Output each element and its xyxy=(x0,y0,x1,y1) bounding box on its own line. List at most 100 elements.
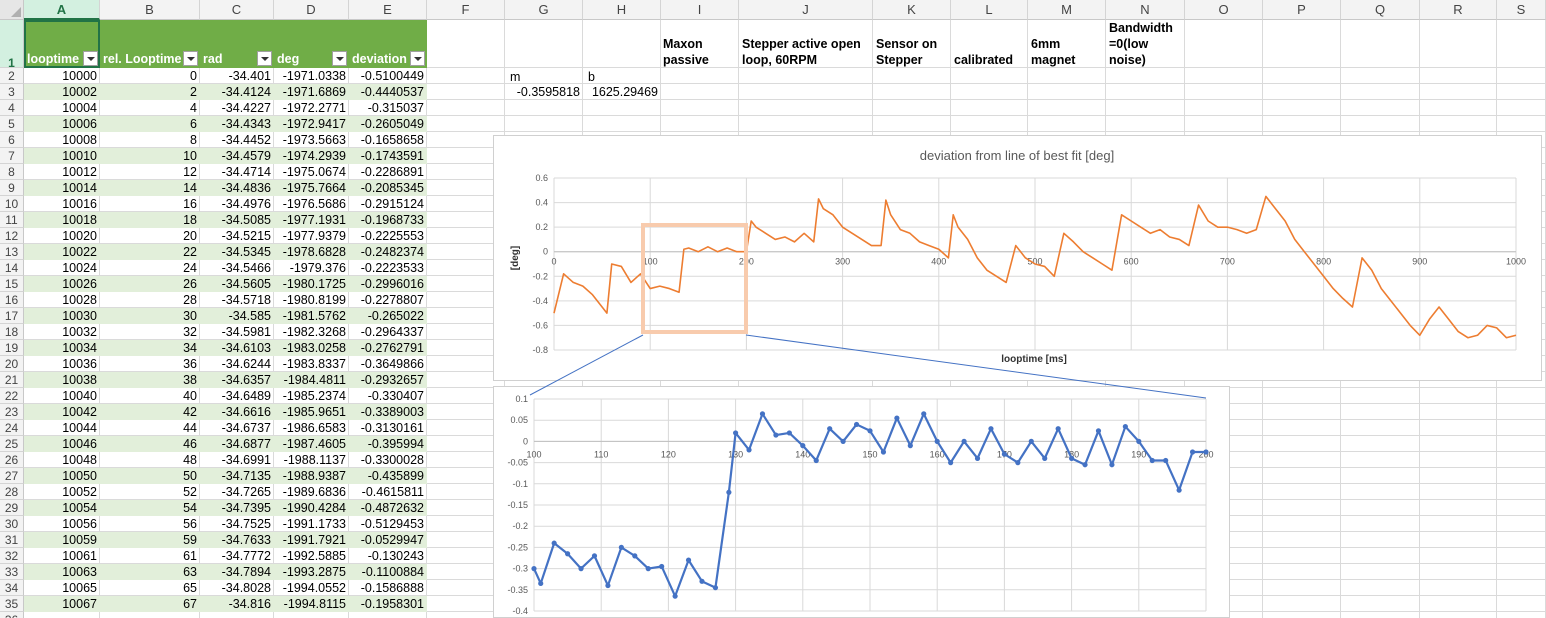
table-header-cell[interactable]: deviation xyxy=(349,20,427,68)
table-cell[interactable]: -34.5981 xyxy=(221,325,271,339)
table-cell[interactable]: -1984.4811 xyxy=(283,373,346,387)
table-cell[interactable]: -1987.4605 xyxy=(282,437,346,451)
column-header-s[interactable]: S xyxy=(1497,0,1546,20)
table-cell[interactable]: 10056 xyxy=(62,517,97,531)
table-cell[interactable]: 10063 xyxy=(62,565,97,579)
column-header-d[interactable]: D xyxy=(274,0,349,20)
table-cell[interactable]: -1979.376 xyxy=(289,261,346,275)
row-header-15[interactable]: 15 xyxy=(0,276,24,292)
table-cell[interactable]: -1971.0338 xyxy=(282,69,346,83)
table-cell[interactable]: -1974.2939 xyxy=(282,149,346,163)
table-cell[interactable]: 2 xyxy=(190,85,197,99)
table-cell[interactable]: -0.0529947 xyxy=(360,533,424,547)
column-header-a[interactable]: A xyxy=(24,0,100,20)
table-cell[interactable]: 42 xyxy=(183,405,197,419)
table-cell[interactable]: 59 xyxy=(183,533,197,547)
table-cell[interactable]: -34.5466 xyxy=(221,261,271,275)
table-cell[interactable]: -0.265022 xyxy=(367,309,424,323)
table-cell[interactable]: -0.395994 xyxy=(367,437,424,451)
table-cell[interactable]: 34 xyxy=(183,341,197,355)
table-cell[interactable]: -1994.0552 xyxy=(282,581,346,595)
table-cell[interactable]: 10010 xyxy=(62,149,97,163)
table-cell[interactable]: 10026 xyxy=(62,277,97,291)
table-cell[interactable]: 10024 xyxy=(62,261,97,275)
table-cell[interactable]: 10 xyxy=(183,149,197,163)
column-header-r[interactable]: R xyxy=(1420,0,1497,20)
row-header-31[interactable]: 31 xyxy=(0,532,24,548)
table-cell[interactable]: -1985.2374 xyxy=(282,389,346,403)
column-header-j[interactable]: J xyxy=(739,0,873,20)
table-cell[interactable]: 20 xyxy=(183,229,197,243)
table-cell[interactable]: -34.6103 xyxy=(221,341,271,355)
table-cell[interactable]: 22 xyxy=(183,245,197,259)
table-cell[interactable]: 32 xyxy=(183,325,197,339)
row-header-22[interactable]: 22 xyxy=(0,388,24,404)
row-header-23[interactable]: 23 xyxy=(0,404,24,420)
table-cell[interactable]: 10065 xyxy=(62,581,97,595)
table-cell[interactable]: -1980.8199 xyxy=(282,293,346,307)
table-cell[interactable]: -34.7772 xyxy=(221,549,271,563)
table-cell[interactable]: -0.2225553 xyxy=(360,229,424,243)
row-header-30[interactable]: 30 xyxy=(0,516,24,532)
table-cell[interactable]: -34.585 xyxy=(228,309,271,323)
table-header-cell[interactable]: deg xyxy=(274,20,349,68)
table-cell[interactable]: -34.4124 xyxy=(221,85,271,99)
table-cell[interactable]: 10006 xyxy=(62,117,97,131)
table-cell[interactable]: 10000 xyxy=(62,69,97,83)
table-cell[interactable]: -0.4440537 xyxy=(360,85,424,99)
table-cell[interactable]: -34.5215 xyxy=(221,229,271,243)
table-cell[interactable]: 46 xyxy=(183,437,197,451)
row-header-21[interactable]: 21 xyxy=(0,372,24,388)
table-cell[interactable]: -1992.5885 xyxy=(282,549,346,563)
table-cell[interactable]: -0.2482374 xyxy=(360,245,424,259)
row-header-34[interactable]: 34 xyxy=(0,580,24,596)
table-cell[interactable]: -0.3649866 xyxy=(360,357,424,371)
column-header-q[interactable]: Q xyxy=(1341,0,1420,20)
table-cell[interactable]: 10061 xyxy=(62,549,97,563)
row-header-20[interactable]: 20 xyxy=(0,356,24,372)
table-cell[interactable]: 10030 xyxy=(62,309,97,323)
table-cell[interactable]: -0.2605049 xyxy=(360,117,424,131)
table-cell[interactable]: -34.6357 xyxy=(221,373,271,387)
table-cell[interactable]: 10004 xyxy=(62,101,97,115)
table-cell[interactable]: -1983.8337 xyxy=(282,357,346,371)
table-cell[interactable]: 8 xyxy=(190,133,197,147)
column-header-i[interactable]: I xyxy=(661,0,739,20)
filter-dropdown-icon[interactable] xyxy=(257,51,272,66)
table-cell[interactable]: -1981.5762 xyxy=(282,309,346,323)
table-cell[interactable]: 10048 xyxy=(62,453,97,467)
table-cell[interactable]: -1991.1733 xyxy=(282,517,346,531)
table-cell[interactable]: 10044 xyxy=(62,421,97,435)
table-cell[interactable]: -1971.6869 xyxy=(282,85,346,99)
table-cell[interactable]: 28 xyxy=(183,293,197,307)
table-cell[interactable]: -0.1100884 xyxy=(361,565,424,579)
table-cell[interactable]: 10052 xyxy=(62,485,97,499)
row-header-14[interactable]: 14 xyxy=(0,260,24,276)
table-cell[interactable]: -0.2286891 xyxy=(360,165,424,179)
row-header-8[interactable]: 8 xyxy=(0,164,24,180)
table-cell[interactable]: 10028 xyxy=(62,293,97,307)
row-header-9[interactable]: 9 xyxy=(0,180,24,196)
table-cell[interactable]: -1983.0258 xyxy=(282,341,346,355)
table-cell[interactable]: -1990.4284 xyxy=(282,501,346,515)
row-header-4[interactable]: 4 xyxy=(0,100,24,116)
table-cell[interactable]: -34.7395 xyxy=(221,501,271,515)
table-cell[interactable]: -0.315037 xyxy=(367,101,424,115)
table-cell[interactable]: -34.4452 xyxy=(221,133,271,147)
filter-dropdown-icon[interactable] xyxy=(183,51,198,66)
column-header-h[interactable]: H xyxy=(583,0,661,20)
table-cell[interactable]: -0.1958301 xyxy=(360,597,424,611)
table-cell[interactable]: 0 xyxy=(190,69,197,83)
row-header-18[interactable]: 18 xyxy=(0,324,24,340)
table-cell[interactable]: 10022 xyxy=(62,245,97,259)
table-cell[interactable]: 10018 xyxy=(62,213,97,227)
table-header-cell[interactable]: looptime xyxy=(24,20,100,68)
table-cell[interactable]: -34.4579 xyxy=(221,149,271,163)
table-cell[interactable]: -1975.7664 xyxy=(282,181,346,195)
table-cell[interactable]: 48 xyxy=(183,453,197,467)
row-header-11[interactable]: 11 xyxy=(0,212,24,228)
row-header-19[interactable]: 19 xyxy=(0,340,24,356)
table-cell[interactable]: -1993.2875 xyxy=(282,565,346,579)
row-header-17[interactable]: 17 xyxy=(0,308,24,324)
table-cell[interactable]: -1988.9387 xyxy=(282,469,346,483)
